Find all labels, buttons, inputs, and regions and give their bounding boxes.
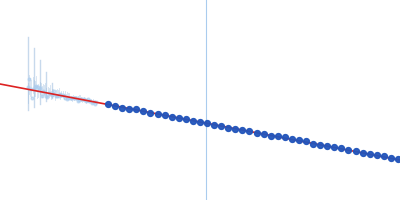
Point	[338, 147, 345, 150]
Point	[274, 135, 281, 138]
Point	[154, 112, 161, 115]
Point	[395, 157, 400, 161]
Point	[105, 103, 111, 106]
Point	[161, 113, 168, 117]
Point	[232, 127, 238, 131]
Point	[381, 155, 387, 158]
Point	[133, 108, 140, 111]
Point	[246, 130, 253, 133]
Point	[112, 104, 118, 108]
Point	[140, 110, 146, 113]
Point	[183, 117, 189, 121]
Point	[282, 136, 288, 139]
Point	[360, 151, 366, 154]
Point	[126, 107, 132, 110]
Point	[366, 152, 373, 156]
Point	[176, 116, 182, 119]
Point	[374, 154, 380, 157]
Point	[253, 131, 260, 134]
Point	[310, 142, 316, 145]
Point	[197, 120, 203, 124]
Point	[352, 150, 359, 153]
Point	[204, 122, 210, 125]
Point	[190, 119, 196, 123]
Point	[296, 139, 302, 142]
Point	[218, 125, 224, 128]
Point	[119, 106, 125, 109]
Point	[239, 129, 246, 132]
Point	[289, 138, 295, 141]
Point	[317, 143, 323, 146]
Point	[211, 123, 217, 127]
Point	[303, 140, 309, 143]
Point	[225, 126, 232, 129]
Point	[388, 157, 394, 160]
Point	[260, 132, 267, 135]
Point	[345, 148, 352, 151]
Point	[331, 146, 338, 149]
Point	[147, 111, 154, 114]
Point	[324, 145, 330, 148]
Point	[268, 134, 274, 137]
Point	[168, 116, 175, 119]
